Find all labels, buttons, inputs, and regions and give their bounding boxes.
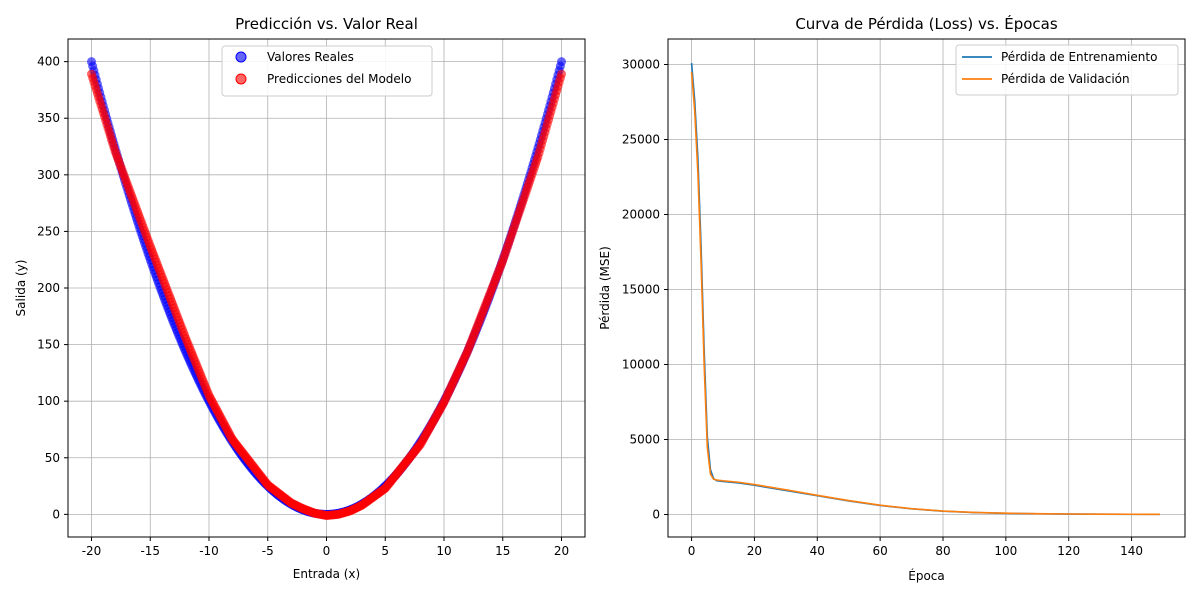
y-axis-label: Salida (y) bbox=[14, 260, 28, 317]
y-tick-label: 400 bbox=[37, 55, 60, 69]
y-tick-label: 150 bbox=[37, 338, 60, 352]
x-tick-label: 0 bbox=[323, 544, 331, 558]
legend-label-val: Pérdida de Validación bbox=[1001, 72, 1130, 86]
chart-title: Curva de Pérdida (Loss) vs. Épocas bbox=[795, 14, 1058, 33]
y-tick-label: 200 bbox=[37, 281, 60, 295]
plot-frame bbox=[667, 38, 1186, 538]
x-tick-label: 5 bbox=[381, 544, 389, 558]
x-tick-label: 20 bbox=[554, 544, 569, 558]
y-axis-label: Pérdida (MSE) bbox=[598, 246, 612, 330]
legend-label-real: Valores Reales bbox=[267, 50, 354, 64]
legend-box bbox=[955, 44, 1179, 96]
data-lines bbox=[690, 62, 1160, 516]
y-tick-label: 300 bbox=[37, 168, 60, 182]
x-tick-label: 80 bbox=[935, 544, 950, 558]
y-tick-label: 15000 bbox=[622, 283, 660, 297]
grid-lines bbox=[68, 39, 585, 537]
legend-marker-real bbox=[235, 51, 247, 63]
x-tick-label: 40 bbox=[810, 544, 825, 558]
x-tick-label: 20 bbox=[747, 544, 762, 558]
legend: Pérdida de Entrenamiento Pérdida de Vali… bbox=[955, 44, 1179, 96]
y-tick-label: 25000 bbox=[622, 133, 660, 147]
y-tick-label: 350 bbox=[37, 111, 60, 125]
y-tick-label: 50 bbox=[45, 451, 60, 465]
y-tick-label: 20000 bbox=[622, 208, 660, 222]
y-tick-label: 5000 bbox=[629, 433, 660, 447]
scatter-chart-prediction: Predicción vs. Valor Real -20 -15 -10 -5 0 5 1… bbox=[14, 15, 586, 581]
legend-box bbox=[221, 45, 433, 97]
legend: Valores Reales Predicciones del Modelo bbox=[221, 45, 433, 97]
x-tick-label: 60 bbox=[873, 544, 888, 558]
y-tick-label: 0 bbox=[652, 508, 660, 522]
x-tick-label: 10 bbox=[436, 544, 451, 558]
x-tick-label: 15 bbox=[495, 544, 510, 558]
x-tick-label: 100 bbox=[994, 544, 1017, 558]
x-tick-label: 120 bbox=[1057, 544, 1080, 558]
x-axis-label: Entrada (x) bbox=[293, 567, 360, 581]
series-line-validation bbox=[690, 71, 1160, 516]
y-tick-label: 10000 bbox=[622, 358, 660, 372]
data-point-real bbox=[557, 57, 566, 67]
legend-label-pred: Predicciones del Modelo bbox=[267, 72, 411, 86]
y-tick-label: 250 bbox=[37, 224, 60, 238]
y-tick-label: 30000 bbox=[622, 58, 660, 72]
legend-label-train: Pérdida de Entrenamiento bbox=[1001, 50, 1157, 64]
axis-ticks: 0 20 40 60 80 100 120 140 0 5000 10000 15000 20000 25… bbox=[622, 58, 1143, 559]
x-axis-label: Época bbox=[908, 568, 945, 583]
x-tick-label: -5 bbox=[262, 544, 274, 558]
line-chart-loss: Curva de Pérdida (Loss) vs. Épocas 0 20 40… bbox=[598, 14, 1186, 583]
x-tick-label: -20 bbox=[82, 544, 102, 558]
y-tick-label: 0 bbox=[52, 507, 60, 521]
legend-marker-pred bbox=[235, 73, 247, 85]
x-tick-label: 140 bbox=[1120, 544, 1143, 558]
data-point-prediction bbox=[557, 69, 566, 79]
x-tick-label: -10 bbox=[199, 544, 219, 558]
data-points bbox=[87, 57, 566, 520]
y-tick-label: 100 bbox=[37, 394, 60, 408]
chart-title: Predicción vs. Valor Real bbox=[235, 15, 418, 33]
x-tick-label: 0 bbox=[688, 544, 696, 558]
axis-ticks: -20 -15 -10 -5 0 5 10 15 20050100150200250300350… bbox=[37, 55, 569, 558]
x-tick-label: -15 bbox=[140, 544, 160, 558]
